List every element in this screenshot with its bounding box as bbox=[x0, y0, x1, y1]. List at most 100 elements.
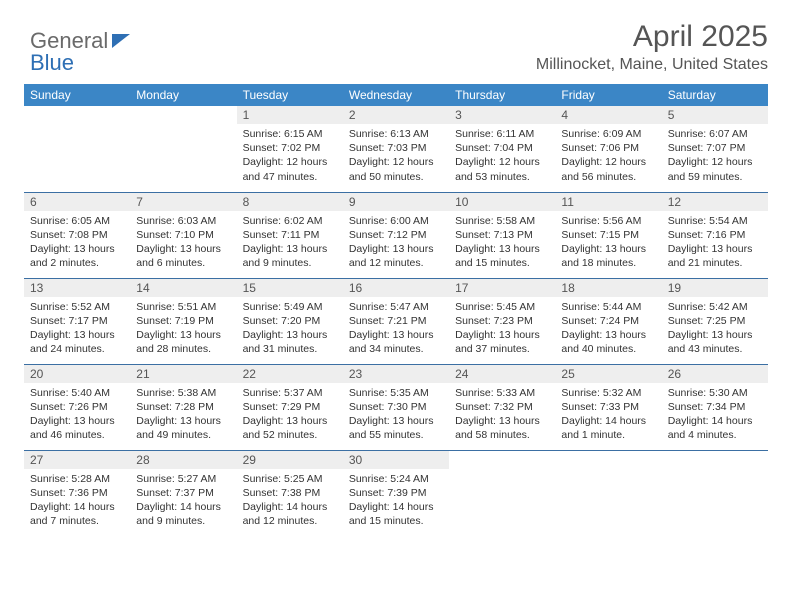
calendar-day-cell: 25Sunrise: 5:32 AMSunset: 7:33 PMDayligh… bbox=[555, 364, 661, 450]
day-number: 22 bbox=[237, 365, 343, 383]
day-number: 1 bbox=[237, 106, 343, 124]
calendar-day-cell: 4Sunrise: 6:09 AMSunset: 7:06 PMDaylight… bbox=[555, 106, 661, 192]
calendar-day-cell: 7Sunrise: 6:03 AMSunset: 7:10 PMDaylight… bbox=[130, 192, 236, 278]
calendar-week-row: 6Sunrise: 6:05 AMSunset: 7:08 PMDaylight… bbox=[24, 192, 768, 278]
day-number: 6 bbox=[24, 193, 130, 211]
day-details: Sunrise: 6:15 AMSunset: 7:02 PMDaylight:… bbox=[237, 124, 343, 188]
day-details: Sunrise: 5:58 AMSunset: 7:13 PMDaylight:… bbox=[449, 211, 555, 275]
weekday-header-row: SundayMondayTuesdayWednesdayThursdayFrid… bbox=[24, 84, 768, 106]
weekday-header: Thursday bbox=[449, 84, 555, 106]
calendar-body: ....1Sunrise: 6:15 AMSunset: 7:02 PMDayl… bbox=[24, 106, 768, 536]
calendar-day-cell: 12Sunrise: 5:54 AMSunset: 7:16 PMDayligh… bbox=[662, 192, 768, 278]
day-number: 4 bbox=[555, 106, 661, 124]
day-details: Sunrise: 5:56 AMSunset: 7:15 PMDaylight:… bbox=[555, 211, 661, 275]
calendar-day-cell: 29Sunrise: 5:25 AMSunset: 7:38 PMDayligh… bbox=[237, 450, 343, 536]
calendar-week-row: ....1Sunrise: 6:15 AMSunset: 7:02 PMDayl… bbox=[24, 106, 768, 192]
weekday-header: Wednesday bbox=[343, 84, 449, 106]
day-number: 20 bbox=[24, 365, 130, 383]
calendar-day-cell: 28Sunrise: 5:27 AMSunset: 7:37 PMDayligh… bbox=[130, 450, 236, 536]
day-number: 11 bbox=[555, 193, 661, 211]
day-details: Sunrise: 5:25 AMSunset: 7:38 PMDaylight:… bbox=[237, 469, 343, 533]
day-details: Sunrise: 5:38 AMSunset: 7:28 PMDaylight:… bbox=[130, 383, 236, 447]
day-number: 9 bbox=[343, 193, 449, 211]
calendar-day-cell: 10Sunrise: 5:58 AMSunset: 7:13 PMDayligh… bbox=[449, 192, 555, 278]
calendar-day-cell: 8Sunrise: 6:02 AMSunset: 7:11 PMDaylight… bbox=[237, 192, 343, 278]
day-number: 18 bbox=[555, 279, 661, 297]
day-details: Sunrise: 6:00 AMSunset: 7:12 PMDaylight:… bbox=[343, 211, 449, 275]
calendar-day-cell: .. bbox=[24, 106, 130, 192]
day-details: Sunrise: 5:40 AMSunset: 7:26 PMDaylight:… bbox=[24, 383, 130, 447]
calendar-day-cell: 22Sunrise: 5:37 AMSunset: 7:29 PMDayligh… bbox=[237, 364, 343, 450]
calendar-day-cell: 19Sunrise: 5:42 AMSunset: 7:25 PMDayligh… bbox=[662, 278, 768, 364]
day-details: Sunrise: 6:11 AMSunset: 7:04 PMDaylight:… bbox=[449, 124, 555, 188]
day-number: 25 bbox=[555, 365, 661, 383]
day-details: Sunrise: 5:35 AMSunset: 7:30 PMDaylight:… bbox=[343, 383, 449, 447]
day-number: 10 bbox=[449, 193, 555, 211]
calendar-day-cell: 14Sunrise: 5:51 AMSunset: 7:19 PMDayligh… bbox=[130, 278, 236, 364]
day-details: Sunrise: 6:02 AMSunset: 7:11 PMDaylight:… bbox=[237, 211, 343, 275]
weekday-header: Saturday bbox=[662, 84, 768, 106]
day-details: Sunrise: 5:45 AMSunset: 7:23 PMDaylight:… bbox=[449, 297, 555, 361]
calendar-day-cell: 2Sunrise: 6:13 AMSunset: 7:03 PMDaylight… bbox=[343, 106, 449, 192]
day-number: 7 bbox=[130, 193, 236, 211]
day-number: 30 bbox=[343, 451, 449, 469]
calendar-day-cell: 24Sunrise: 5:33 AMSunset: 7:32 PMDayligh… bbox=[449, 364, 555, 450]
day-details: Sunrise: 5:27 AMSunset: 7:37 PMDaylight:… bbox=[130, 469, 236, 533]
day-number: 24 bbox=[449, 365, 555, 383]
page-title: April 2025 bbox=[24, 20, 768, 54]
location-text: Millinocket, Maine, United States bbox=[24, 56, 768, 74]
calendar-day-cell: 27Sunrise: 5:28 AMSunset: 7:36 PMDayligh… bbox=[24, 450, 130, 536]
day-number: 23 bbox=[343, 365, 449, 383]
day-number: 8 bbox=[237, 193, 343, 211]
day-details: Sunrise: 6:09 AMSunset: 7:06 PMDaylight:… bbox=[555, 124, 661, 188]
day-number: 2 bbox=[343, 106, 449, 124]
calendar-day-cell: .. bbox=[130, 106, 236, 192]
day-details: Sunrise: 5:51 AMSunset: 7:19 PMDaylight:… bbox=[130, 297, 236, 361]
calendar-day-cell: 26Sunrise: 5:30 AMSunset: 7:34 PMDayligh… bbox=[662, 364, 768, 450]
day-details: Sunrise: 5:52 AMSunset: 7:17 PMDaylight:… bbox=[24, 297, 130, 361]
calendar-day-cell: 15Sunrise: 5:49 AMSunset: 7:20 PMDayligh… bbox=[237, 278, 343, 364]
header: April 2025 Millinocket, Maine, United St… bbox=[24, 20, 768, 74]
calendar-day-cell: 6Sunrise: 6:05 AMSunset: 7:08 PMDaylight… bbox=[24, 192, 130, 278]
day-number: 21 bbox=[130, 365, 236, 383]
day-details: Sunrise: 5:44 AMSunset: 7:24 PMDaylight:… bbox=[555, 297, 661, 361]
brand-text-2: Blue bbox=[30, 50, 74, 75]
day-number: 14 bbox=[130, 279, 236, 297]
brand-triangle-icon bbox=[112, 34, 130, 48]
calendar-day-cell: 17Sunrise: 5:45 AMSunset: 7:23 PMDayligh… bbox=[449, 278, 555, 364]
weekday-header: Friday bbox=[555, 84, 661, 106]
day-number: 29 bbox=[237, 451, 343, 469]
calendar-week-row: 20Sunrise: 5:40 AMSunset: 7:26 PMDayligh… bbox=[24, 364, 768, 450]
calendar-day-cell: .. bbox=[449, 450, 555, 536]
calendar-day-cell: 5Sunrise: 6:07 AMSunset: 7:07 PMDaylight… bbox=[662, 106, 768, 192]
brand-logo: General Blue bbox=[30, 28, 130, 54]
day-number: 15 bbox=[237, 279, 343, 297]
day-details: Sunrise: 5:37 AMSunset: 7:29 PMDaylight:… bbox=[237, 383, 343, 447]
calendar-day-cell: 23Sunrise: 5:35 AMSunset: 7:30 PMDayligh… bbox=[343, 364, 449, 450]
day-details: Sunrise: 5:54 AMSunset: 7:16 PMDaylight:… bbox=[662, 211, 768, 275]
calendar-week-row: 27Sunrise: 5:28 AMSunset: 7:36 PMDayligh… bbox=[24, 450, 768, 536]
day-details: Sunrise: 5:33 AMSunset: 7:32 PMDaylight:… bbox=[449, 383, 555, 447]
weekday-header: Tuesday bbox=[237, 84, 343, 106]
calendar-day-cell: 1Sunrise: 6:15 AMSunset: 7:02 PMDaylight… bbox=[237, 106, 343, 192]
calendar-week-row: 13Sunrise: 5:52 AMSunset: 7:17 PMDayligh… bbox=[24, 278, 768, 364]
weekday-header: Sunday bbox=[24, 84, 130, 106]
calendar-day-cell: 21Sunrise: 5:38 AMSunset: 7:28 PMDayligh… bbox=[130, 364, 236, 450]
day-number: 3 bbox=[449, 106, 555, 124]
calendar-table: SundayMondayTuesdayWednesdayThursdayFrid… bbox=[24, 84, 768, 536]
day-details: Sunrise: 5:42 AMSunset: 7:25 PMDaylight:… bbox=[662, 297, 768, 361]
calendar-day-cell: 13Sunrise: 5:52 AMSunset: 7:17 PMDayligh… bbox=[24, 278, 130, 364]
calendar-day-cell: 20Sunrise: 5:40 AMSunset: 7:26 PMDayligh… bbox=[24, 364, 130, 450]
day-details: Sunrise: 5:49 AMSunset: 7:20 PMDaylight:… bbox=[237, 297, 343, 361]
day-number: 17 bbox=[449, 279, 555, 297]
day-number: 28 bbox=[130, 451, 236, 469]
day-details: Sunrise: 5:28 AMSunset: 7:36 PMDaylight:… bbox=[24, 469, 130, 533]
weekday-header: Monday bbox=[130, 84, 236, 106]
day-number: 12 bbox=[662, 193, 768, 211]
day-details: Sunrise: 6:03 AMSunset: 7:10 PMDaylight:… bbox=[130, 211, 236, 275]
calendar-day-cell: 3Sunrise: 6:11 AMSunset: 7:04 PMDaylight… bbox=[449, 106, 555, 192]
day-number: 16 bbox=[343, 279, 449, 297]
calendar-day-cell: 16Sunrise: 5:47 AMSunset: 7:21 PMDayligh… bbox=[343, 278, 449, 364]
day-number: 26 bbox=[662, 365, 768, 383]
day-number: 27 bbox=[24, 451, 130, 469]
